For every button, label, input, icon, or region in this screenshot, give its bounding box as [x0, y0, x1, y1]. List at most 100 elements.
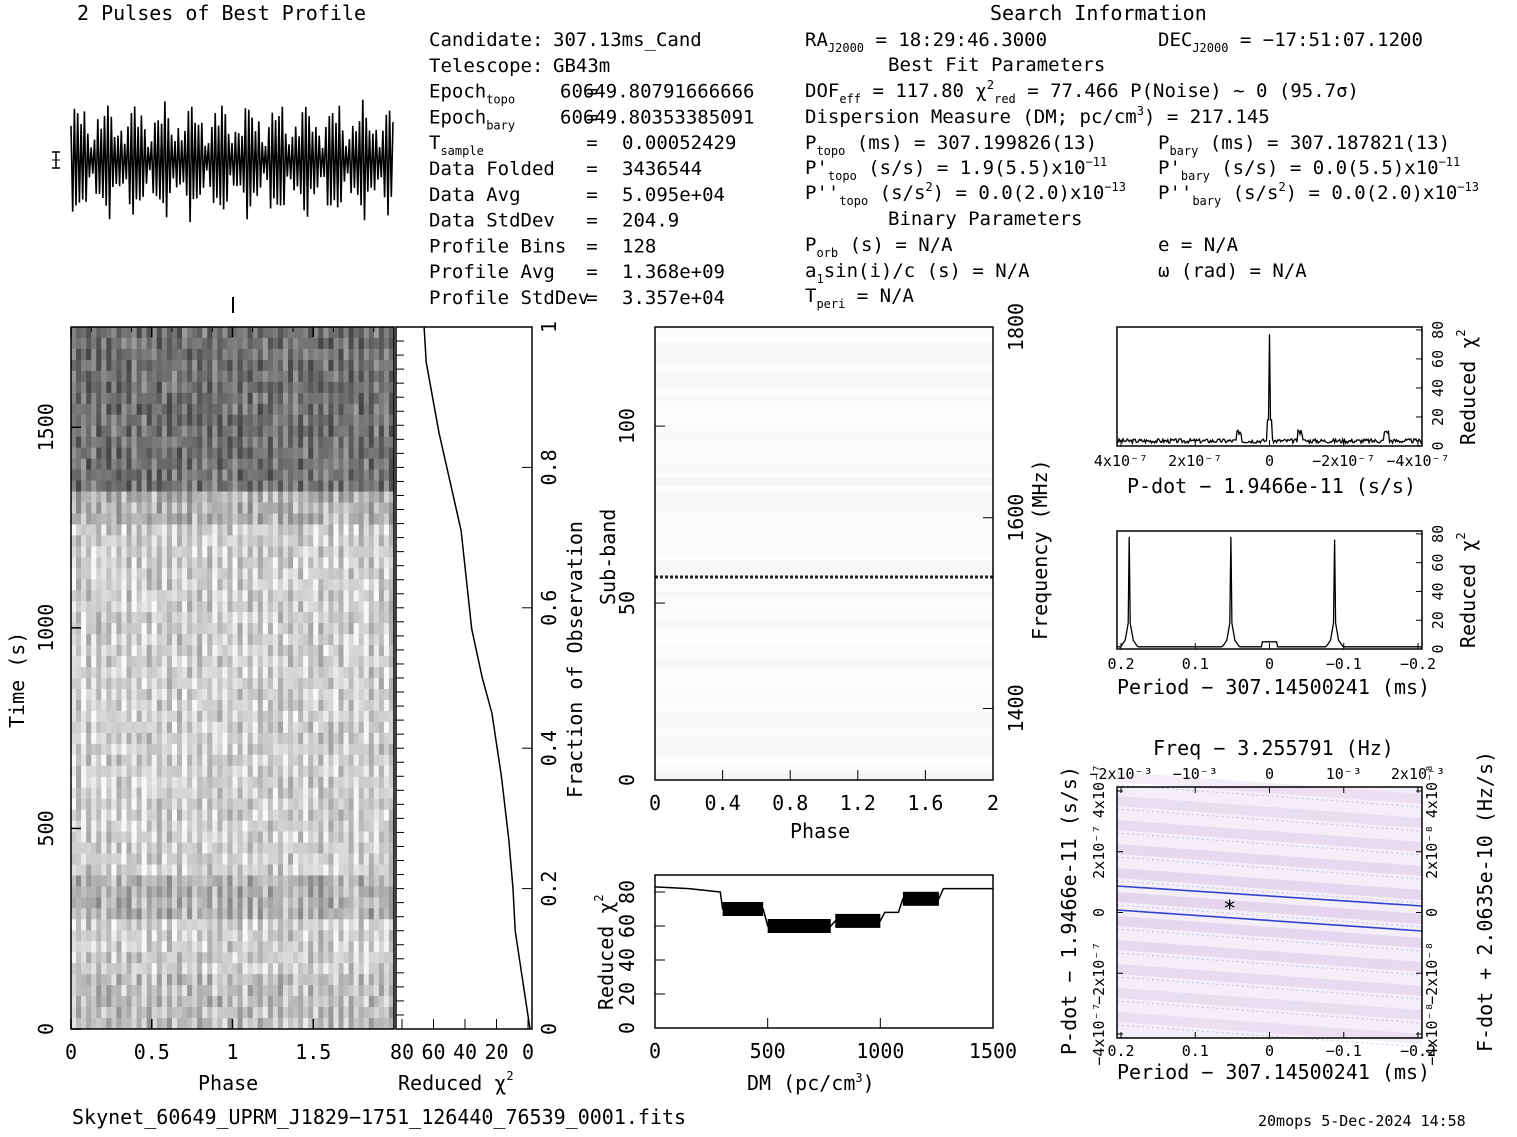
tp-cell — [86, 743, 92, 756]
tp-cell — [272, 403, 279, 416]
tp-cell — [277, 623, 284, 635]
pp-ytick-label: 2x10⁻⁷ — [1090, 825, 1108, 879]
tp-cell — [207, 601, 213, 613]
tp-cell — [282, 974, 289, 986]
tp-cell — [272, 842, 279, 854]
tp-cell — [222, 919, 228, 931]
tp-cell — [252, 710, 259, 723]
tp-cell — [182, 831, 188, 843]
tp-cell — [338, 579, 344, 591]
tp-cell — [282, 403, 289, 416]
tp-cell — [313, 842, 319, 854]
tp-cell — [313, 996, 319, 1008]
tp-cell — [242, 447, 249, 460]
tp-cell — [323, 436, 329, 449]
tp-cell — [171, 985, 178, 997]
tp-cell — [348, 678, 355, 690]
tp-cell — [182, 776, 188, 789]
tp-cell — [267, 491, 274, 503]
tp-cell — [131, 721, 138, 734]
tp-cell — [293, 656, 299, 668]
tp-cell — [333, 908, 339, 920]
tp-cell — [242, 765, 249, 778]
tp-cell — [96, 590, 102, 602]
tp-cell — [282, 370, 289, 383]
tp-cell — [76, 458, 82, 470]
tp-cell — [151, 864, 158, 876]
tp-cell — [111, 996, 117, 1008]
tp-cell — [136, 710, 143, 723]
tp-cell — [151, 546, 158, 558]
tp-cell — [71, 436, 77, 449]
tp-cell — [222, 798, 228, 811]
tp-cell — [207, 348, 213, 361]
sb-row — [655, 538, 993, 547]
cf-xlabel: Reduced χ2 — [398, 1069, 514, 1095]
pdot-ytick-label: 80 — [1429, 321, 1447, 339]
tp-cell — [323, 623, 329, 635]
tp-cell — [338, 765, 344, 778]
tp-cell — [207, 952, 213, 964]
tp-cell — [252, 864, 259, 876]
tp-cell — [318, 645, 324, 657]
tp-cell — [348, 842, 355, 854]
tp-cell — [141, 502, 148, 514]
tp-cell — [176, 568, 183, 580]
tp-cell — [328, 348, 334, 361]
tp-cell — [217, 743, 223, 756]
tp-cell — [202, 963, 208, 975]
tp-cell — [212, 403, 218, 416]
tp-cell — [368, 546, 375, 558]
pp-xtick-label: 0 — [1265, 1042, 1274, 1060]
tp-cell — [232, 557, 238, 569]
tp-cell — [146, 491, 153, 503]
tp-cell — [202, 864, 208, 876]
tp-cell — [288, 645, 294, 657]
tp-cell — [76, 414, 82, 427]
tp-cell — [71, 787, 77, 800]
tp-cell — [146, 678, 153, 690]
tp-cell — [252, 1007, 259, 1019]
tp-cell — [116, 546, 122, 558]
tp-cell — [247, 699, 254, 712]
tp-cell — [86, 348, 92, 361]
info-value: 1.368e+09 — [622, 261, 725, 283]
tp-cell — [101, 513, 107, 525]
tp-cell — [247, 414, 254, 427]
tp-cell — [328, 842, 334, 854]
tp-cell — [353, 952, 360, 964]
tp-cell — [353, 447, 360, 460]
tp-cell — [116, 842, 122, 854]
tp-cell — [262, 392, 269, 405]
tp-cell — [348, 656, 355, 668]
tp-cell — [202, 513, 208, 525]
tp-cell — [81, 491, 87, 503]
tp-cell — [202, 688, 208, 701]
tp-cell — [101, 963, 107, 975]
tp-cell — [166, 864, 173, 876]
tp-cell — [308, 754, 314, 767]
tp-cell — [71, 623, 77, 635]
tp-cell — [252, 348, 259, 361]
tp-cell — [146, 557, 153, 569]
sb-row — [655, 493, 993, 502]
tp-cell — [86, 864, 92, 876]
info-eq: = — [586, 81, 597, 103]
tp-cell — [146, 996, 153, 1008]
tp-cell — [96, 447, 102, 460]
tp-cell — [277, 732, 284, 745]
tp-cell — [136, 579, 143, 591]
tp-cell — [242, 458, 249, 470]
tp-cell — [303, 359, 309, 372]
tp-cell — [378, 930, 385, 942]
tp-cell — [86, 853, 92, 865]
tp-cell — [116, 557, 122, 569]
tp-cell — [267, 886, 274, 898]
tp-cell — [323, 908, 329, 920]
tp-cell — [222, 458, 228, 470]
tp-cell — [187, 776, 193, 789]
tp-cell — [71, 908, 77, 920]
tp-cell — [141, 798, 148, 811]
tp-cell — [252, 974, 259, 986]
tp-cell — [151, 941, 158, 953]
